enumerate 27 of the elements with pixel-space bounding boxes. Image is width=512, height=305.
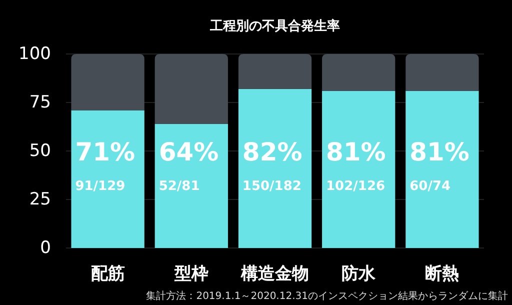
bar	[322, 90, 396, 248]
bar	[238, 88, 312, 248]
bar	[154, 54, 228, 124]
bar	[322, 54, 396, 91]
chart-title: 工程別の不具合発生率	[209, 18, 340, 34]
bar	[406, 90, 479, 248]
data-label: 81% 102/126	[326, 138, 386, 194]
x-tick-label: 型枠	[173, 264, 208, 284]
bar	[406, 54, 479, 91]
y-tick-label: 25	[29, 190, 51, 210]
data-label: 64% 52/81	[158, 138, 219, 194]
x-tick-label: 配筋	[90, 264, 125, 284]
x-tick-label: 構造金物	[240, 264, 309, 284]
data-label: 82% 150/182	[242, 138, 302, 194]
x-tick-label: 防水	[342, 264, 377, 284]
text: 集計方法：2019.1.1～2020.12.31のインスペクション結果からランダムに集計	[146, 290, 508, 302]
y-tick-label: 50	[29, 141, 51, 161]
y-tick-label: 100	[18, 44, 51, 64]
y-tick-label: 75	[29, 92, 51, 112]
x-tick-label: 断熱	[425, 264, 460, 284]
bar	[238, 54, 312, 89]
bar	[71, 110, 144, 248]
bar	[71, 54, 144, 110]
data-label: 71% 91/129	[75, 138, 136, 194]
y-tick-label: 0	[40, 238, 51, 258]
bar	[154, 124, 228, 248]
data-label: 81% 60/74	[410, 138, 470, 194]
